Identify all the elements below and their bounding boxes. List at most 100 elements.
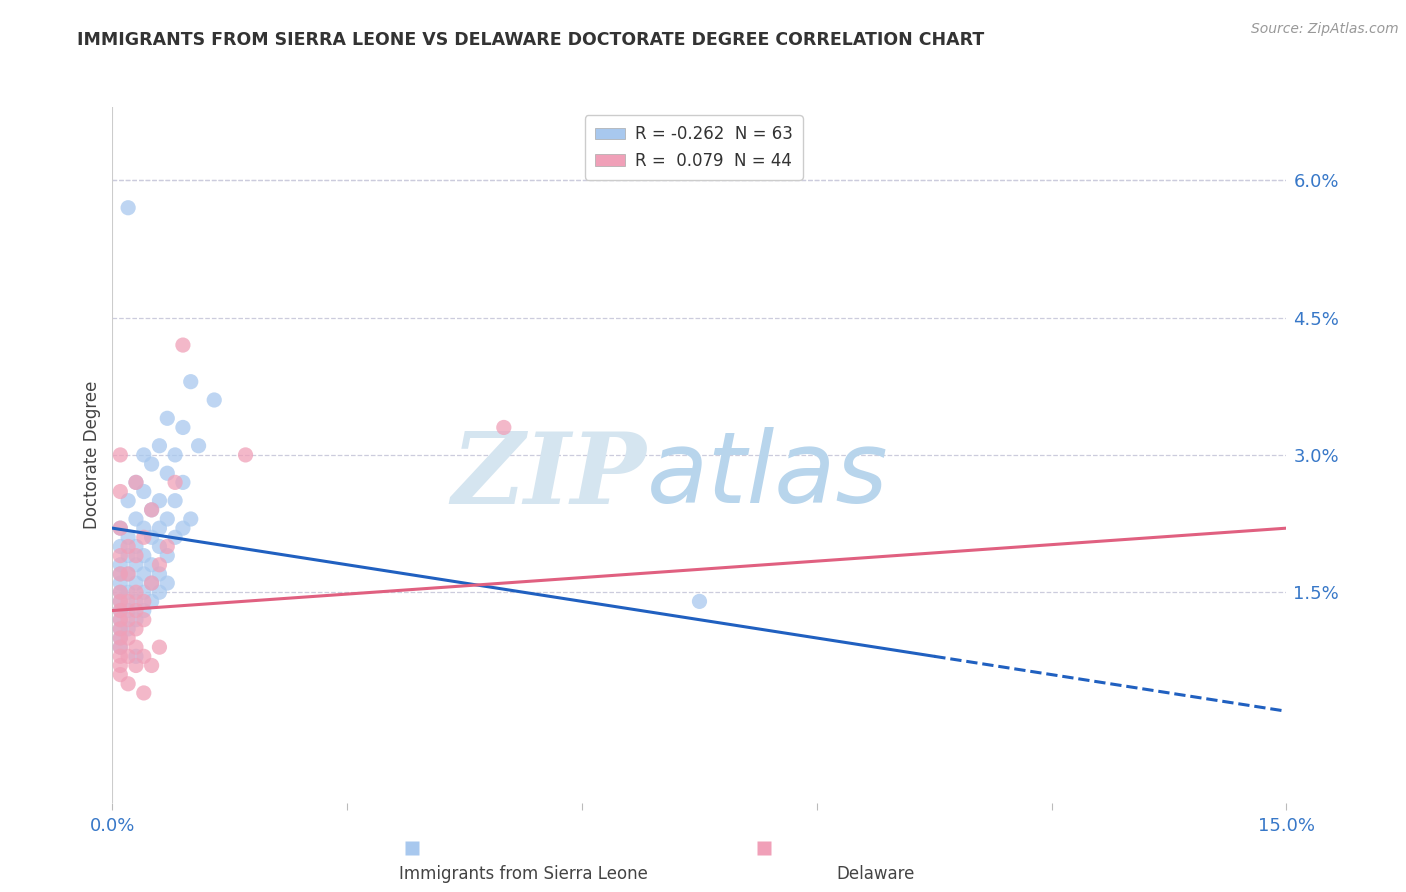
Point xyxy=(110,540,132,554)
Point xyxy=(125,613,148,627)
Point xyxy=(148,566,170,581)
Point xyxy=(117,677,139,691)
Point xyxy=(110,622,132,636)
Point xyxy=(148,439,170,453)
Text: atlas: atlas xyxy=(647,427,889,524)
Y-axis label: Doctorate Degree: Doctorate Degree xyxy=(83,381,101,529)
Point xyxy=(125,649,148,664)
Text: Immigrants from Sierra Leone: Immigrants from Sierra Leone xyxy=(399,865,648,883)
Point xyxy=(148,585,170,599)
Point xyxy=(187,439,209,453)
Point xyxy=(141,503,163,517)
Point xyxy=(117,585,139,599)
Point xyxy=(110,484,132,499)
Point xyxy=(125,558,148,572)
Point xyxy=(132,549,155,563)
Point xyxy=(110,566,132,581)
Text: ZIP: ZIP xyxy=(451,427,647,524)
Point xyxy=(110,585,132,599)
Point xyxy=(110,585,132,599)
Point xyxy=(148,493,170,508)
Point xyxy=(156,576,179,591)
Point xyxy=(110,549,132,563)
Point xyxy=(156,512,179,526)
Point xyxy=(110,594,132,608)
Point xyxy=(172,475,194,490)
Point xyxy=(165,475,187,490)
Point xyxy=(110,667,132,681)
Point xyxy=(172,420,194,434)
Point xyxy=(117,649,139,664)
Legend: R = -0.262  N = 63, R =  0.079  N = 44: R = -0.262 N = 63, R = 0.079 N = 44 xyxy=(585,115,803,179)
Point xyxy=(117,622,139,636)
Point xyxy=(110,594,132,608)
Point xyxy=(125,622,148,636)
Point xyxy=(235,448,257,462)
Point xyxy=(141,530,163,544)
Point xyxy=(141,658,163,673)
Point xyxy=(110,603,132,617)
Point xyxy=(132,613,155,627)
Point xyxy=(141,576,163,591)
Point xyxy=(165,448,187,462)
Point xyxy=(156,549,179,563)
Point xyxy=(110,622,132,636)
Point xyxy=(148,640,170,655)
Point xyxy=(180,375,202,389)
Point xyxy=(117,540,139,554)
Point xyxy=(180,512,202,526)
Point xyxy=(132,566,155,581)
Point xyxy=(117,549,139,563)
Point xyxy=(132,484,155,499)
Point xyxy=(110,558,132,572)
Point xyxy=(141,457,163,471)
Point xyxy=(117,201,139,215)
Point xyxy=(148,540,170,554)
Point xyxy=(110,613,132,627)
Point xyxy=(492,420,515,434)
Point xyxy=(110,640,132,655)
Point xyxy=(110,566,132,581)
Point xyxy=(125,475,148,490)
Point xyxy=(125,603,148,617)
Point xyxy=(148,558,170,572)
Point xyxy=(156,411,179,425)
Point xyxy=(110,603,132,617)
Point xyxy=(172,338,194,352)
Point xyxy=(172,521,194,535)
Point xyxy=(132,530,155,544)
Point xyxy=(156,540,179,554)
Point xyxy=(117,613,139,627)
Point xyxy=(132,521,155,535)
Point xyxy=(110,649,132,664)
Point xyxy=(125,549,148,563)
Point xyxy=(132,649,155,664)
Text: Source: ZipAtlas.com: Source: ZipAtlas.com xyxy=(1251,22,1399,37)
Point xyxy=(110,613,132,627)
Point xyxy=(202,392,225,407)
Point xyxy=(132,594,155,608)
Point xyxy=(110,631,132,645)
Point xyxy=(165,530,187,544)
Point xyxy=(117,530,139,544)
Point xyxy=(125,475,148,490)
Point xyxy=(125,576,148,591)
Point xyxy=(125,540,148,554)
Point xyxy=(117,594,139,608)
Point xyxy=(117,631,139,645)
Point xyxy=(141,594,163,608)
Point xyxy=(132,585,155,599)
Point xyxy=(165,493,187,508)
Point xyxy=(132,686,155,700)
Point xyxy=(141,558,163,572)
Point xyxy=(125,658,148,673)
Point xyxy=(117,566,139,581)
Point xyxy=(117,603,139,617)
Point xyxy=(110,521,132,535)
Point xyxy=(110,576,132,591)
Point xyxy=(110,448,132,462)
Point xyxy=(110,640,132,655)
Text: Delaware: Delaware xyxy=(837,865,915,883)
Text: IMMIGRANTS FROM SIERRA LEONE VS DELAWARE DOCTORATE DEGREE CORRELATION CHART: IMMIGRANTS FROM SIERRA LEONE VS DELAWARE… xyxy=(77,31,984,49)
Point xyxy=(148,521,170,535)
